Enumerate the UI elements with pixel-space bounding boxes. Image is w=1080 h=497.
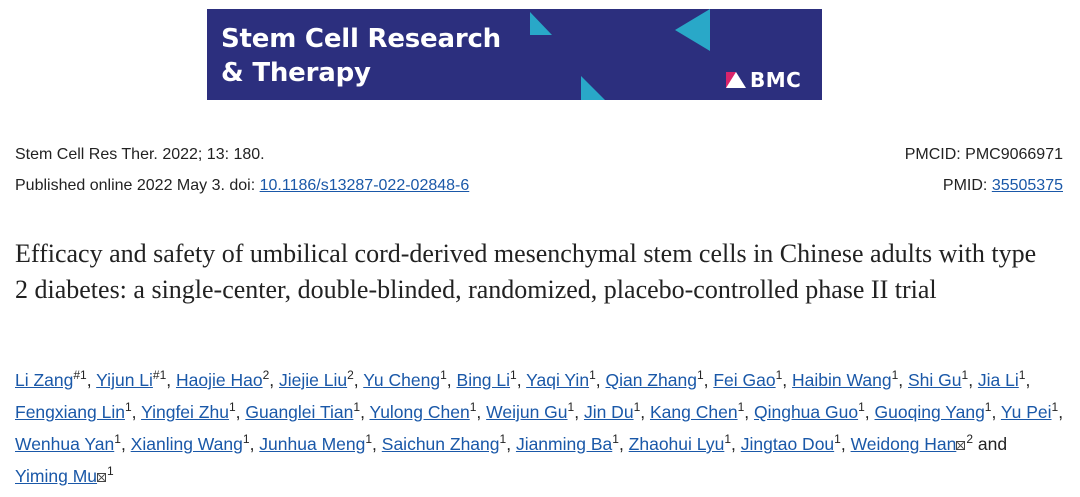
author-affiliation: 1 [365, 432, 373, 446]
author-affiliation: 1 [696, 368, 704, 382]
author-affiliation: 1 [469, 400, 477, 414]
author-link[interactable]: Qian Zhang [605, 370, 697, 390]
citation-row-1: Stem Cell Res Ther. 2022; 13: 180. PMCID… [15, 145, 1063, 165]
authors-conjunction: and [977, 434, 1008, 454]
author-affiliation: 1 [724, 432, 732, 446]
author-link[interactable]: Jingtao Dou [740, 434, 835, 454]
author-link[interactable]: Jin Du [583, 402, 634, 422]
author-affiliation: 1 [858, 400, 865, 414]
author-link[interactable]: Li Zang [15, 370, 74, 390]
pmid-label: PMID: [942, 177, 992, 194]
author-link[interactable]: Guanglei Tian [245, 402, 354, 422]
author-affiliation: 1 [737, 400, 745, 414]
journal-title-line2: & Therapy [221, 58, 371, 88]
pmcid: PMCID: PMC9066971 [904, 146, 1063, 163]
author-affiliation: 1 [510, 368, 517, 382]
author-affiliation: 1 [228, 400, 236, 414]
author-link[interactable]: Xianling Wang [130, 434, 243, 454]
author-affiliation: 2 [347, 368, 354, 382]
author-link[interactable]: Shi Gu [908, 370, 962, 390]
author-affiliation: 1 [353, 400, 361, 414]
bmc-mark-icon [726, 72, 746, 88]
author-list: Li Zang#1, Yijun Li#1, Haojie Hao2, Jiej… [15, 368, 1064, 486]
author-affiliation: 1 [107, 464, 114, 478]
author-link[interactable]: Yingfei Zhu [141, 402, 229, 422]
author-link[interactable]: Weidong Han [850, 434, 957, 454]
citation-row-2: Published online 2022 May 3. doi: 10.118… [15, 176, 1063, 196]
author-link[interactable]: Fei Gao [713, 370, 776, 390]
author-link[interactable]: Haojie Hao [176, 370, 263, 390]
author-affiliation: 2 [966, 432, 973, 446]
author-affiliation: 1 [775, 368, 783, 382]
article-title: Efficacy and safety of umbilical cord-de… [15, 239, 1037, 304]
email-icon[interactable] [956, 441, 966, 450]
bmc-logo: BMC [726, 67, 801, 93]
author-link[interactable]: Yu Cheng [363, 370, 441, 390]
author-link[interactable]: Zhaohui Lyu [628, 434, 725, 454]
author-affiliation: 1 [499, 432, 507, 446]
journal-title: Stem Cell Research & Therapy [221, 22, 501, 90]
author-link[interactable]: Yulong Chen [369, 402, 470, 422]
author-link[interactable]: Qinghua Guo [753, 402, 859, 422]
author-affiliation: 1 [114, 432, 121, 446]
published-line: Published online 2022 May 3. doi: 10.118… [15, 176, 469, 196]
author-link[interactable]: Junhua Meng [259, 434, 366, 454]
decor-triangle [675, 9, 710, 51]
author-affiliation: 1 [242, 432, 250, 446]
author-affiliation: 1 [440, 368, 447, 382]
author-affiliation: #1 [152, 368, 167, 382]
author-affiliation: 1 [1051, 400, 1059, 414]
author-link[interactable]: Bing Li [456, 370, 511, 390]
author-affiliation: 1 [1018, 368, 1026, 382]
author-link[interactable]: Guoqing Yang [874, 402, 985, 422]
author-link[interactable]: Weijun Gu [486, 402, 568, 422]
author-link[interactable]: Yijun Li [96, 370, 153, 390]
published-prefix: Published online 2022 May 3. doi: [15, 177, 260, 194]
banner-decoration [530, 9, 710, 100]
author-link[interactable]: Jia Li [977, 370, 1019, 390]
author-affiliation: 1 [961, 368, 969, 382]
decor-triangle [530, 12, 552, 35]
author-link[interactable]: Jianming Ba [515, 434, 613, 454]
author-link[interactable]: Saichun Zhang [381, 434, 500, 454]
author-affiliation: 1 [633, 400, 641, 414]
author-affiliation: 1 [589, 368, 596, 382]
author-affiliation: 1 [834, 432, 841, 446]
pmid-line: PMID: 35505375 [943, 176, 1063, 196]
author-link[interactable]: Yu Pei [1000, 402, 1052, 422]
author-affiliation: 1 [567, 400, 575, 414]
journal-title-line1: Stem Cell Research [221, 24, 501, 54]
author-affiliation: 2 [262, 368, 270, 382]
author-affiliation: 1 [612, 432, 619, 446]
author-affiliation: 1 [984, 400, 992, 414]
author-affiliation: 1 [124, 400, 132, 414]
email-icon[interactable] [97, 473, 107, 482]
author-link[interactable]: Wenhua Yan [15, 434, 115, 454]
decor-triangle [581, 76, 605, 100]
author-affiliation: 1 [891, 368, 899, 382]
author-link[interactable]: Haibin Wang [792, 370, 892, 390]
pmid-link[interactable]: 35505375 [991, 177, 1063, 194]
author-affiliation: #1 [73, 368, 87, 382]
author-link[interactable]: Yaqi Yin [526, 370, 590, 390]
publisher-name: BMC [750, 68, 802, 92]
author-link[interactable]: Fengxiang Lin [15, 402, 125, 422]
journal-reference: Stem Cell Res Ther. 2022; 13: 180. [15, 146, 265, 163]
doi-link[interactable]: 10.1186/s13287-022-02848-6 [259, 177, 470, 194]
author-link[interactable]: Jiejie Liu [279, 370, 348, 390]
journal-banner[interactable]: Stem Cell Research & Therapy BMC [207, 9, 822, 100]
author-link[interactable]: Kang Chen [649, 402, 738, 422]
author-link[interactable]: Yiming Mu [15, 466, 98, 486]
